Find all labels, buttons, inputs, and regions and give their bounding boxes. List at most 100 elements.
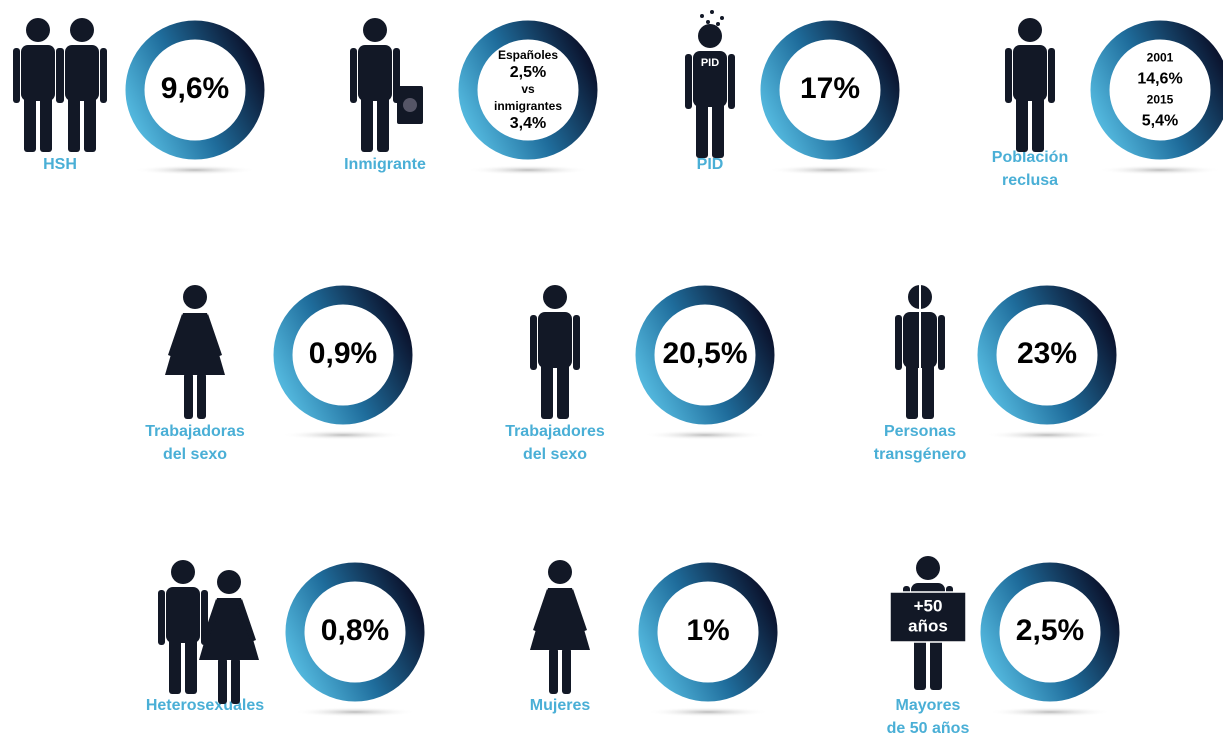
ring-value: 9,6% <box>161 72 229 105</box>
ring-shadow <box>281 430 405 440</box>
arms <box>168 314 222 357</box>
dot <box>710 10 714 14</box>
leg <box>231 658 240 704</box>
ring <box>760 20 900 160</box>
arm <box>57 48 64 103</box>
ring <box>458 20 598 160</box>
arm <box>350 48 357 103</box>
item-label: reclusa <box>1002 172 1058 189</box>
item-label: Mayores <box>896 697 961 714</box>
leg <box>930 634 942 690</box>
item-label: Personas <box>884 423 956 440</box>
item: 2001 14,6% 2015 5,4% Población reclusa <box>992 18 1223 189</box>
torso <box>166 587 200 643</box>
arms <box>533 589 587 632</box>
ring-shadow <box>646 707 770 717</box>
item-label: Inmigrante <box>344 156 426 173</box>
ring <box>125 20 265 160</box>
arm <box>13 48 20 103</box>
leg <box>696 102 708 158</box>
ring-shadow <box>985 430 1109 440</box>
ring-text: 3,4% <box>510 115 546 132</box>
ring-shadow <box>293 707 417 717</box>
icon <box>1005 18 1055 152</box>
head <box>183 285 207 309</box>
icon <box>165 285 225 419</box>
item-label: transgénero <box>874 446 967 463</box>
arms <box>202 599 256 642</box>
leg <box>541 363 553 419</box>
ring-text: 5,4% <box>1142 113 1178 130</box>
item: 9,6% HSH <box>13 18 265 175</box>
arm <box>1048 48 1055 103</box>
ring-value: 2,5% <box>1016 614 1084 647</box>
head <box>916 556 940 580</box>
ring <box>1090 20 1223 160</box>
arm <box>895 315 902 370</box>
arm <box>728 54 735 109</box>
head <box>217 570 241 594</box>
item-label: HSH <box>43 156 77 173</box>
leg <box>24 96 36 152</box>
ring-value: 0,9% <box>309 337 377 370</box>
item: 0,9% Trabajadoras del sexo <box>145 285 413 463</box>
icon <box>158 560 259 704</box>
arm <box>530 315 537 370</box>
arm <box>1005 48 1012 103</box>
head <box>698 24 722 48</box>
leg <box>712 102 724 158</box>
ring-text: Españoles <box>498 48 558 62</box>
leg <box>1032 96 1044 152</box>
ring-shadow <box>1098 165 1222 175</box>
item-label: Mujeres <box>530 697 591 714</box>
ring-shadow <box>133 165 257 175</box>
icon <box>895 285 945 419</box>
ring-text: inmigrantes <box>494 99 562 113</box>
icon-text: años <box>908 616 948 635</box>
torso <box>1013 45 1047 101</box>
item: Españoles 2,5%vs inmigrantes 3,4% Inmigrante <box>344 18 598 175</box>
head <box>363 18 387 42</box>
ring <box>977 285 1117 425</box>
ring-text: 14,6% <box>1137 71 1182 88</box>
head <box>543 285 567 309</box>
leg <box>562 648 571 694</box>
torso <box>538 312 572 368</box>
leg <box>40 96 52 152</box>
ring-value: 1% <box>686 614 729 647</box>
head <box>1018 18 1042 42</box>
item-label: Trabajadores <box>505 423 605 440</box>
arm <box>158 590 165 645</box>
leg <box>549 648 558 694</box>
ring-value: 17% <box>800 72 860 105</box>
leg <box>184 373 193 419</box>
ring-shadow <box>466 165 590 175</box>
torso <box>65 45 99 101</box>
icon <box>530 285 580 419</box>
dot <box>720 16 724 20</box>
ring <box>980 562 1120 702</box>
dot <box>700 14 704 18</box>
item-label: del sexo <box>523 446 587 463</box>
item: 17% PID PID <box>685 10 900 175</box>
ring <box>635 285 775 425</box>
ring-shadow <box>988 707 1112 717</box>
item-label: del sexo <box>163 446 227 463</box>
icon <box>530 560 590 694</box>
leg <box>914 634 926 690</box>
leg <box>68 96 80 152</box>
icon <box>350 18 423 152</box>
ring-text: 2001 <box>1147 51 1174 65</box>
ring <box>273 285 413 425</box>
leg <box>169 638 181 694</box>
ring-value: 0,8% <box>321 614 389 647</box>
leg <box>906 363 918 419</box>
head <box>70 18 94 42</box>
leg <box>218 658 227 704</box>
item: 20,5% Trabajadores del sexo <box>505 285 775 463</box>
ring-text: 2,5% <box>510 64 546 81</box>
icon <box>13 18 107 152</box>
